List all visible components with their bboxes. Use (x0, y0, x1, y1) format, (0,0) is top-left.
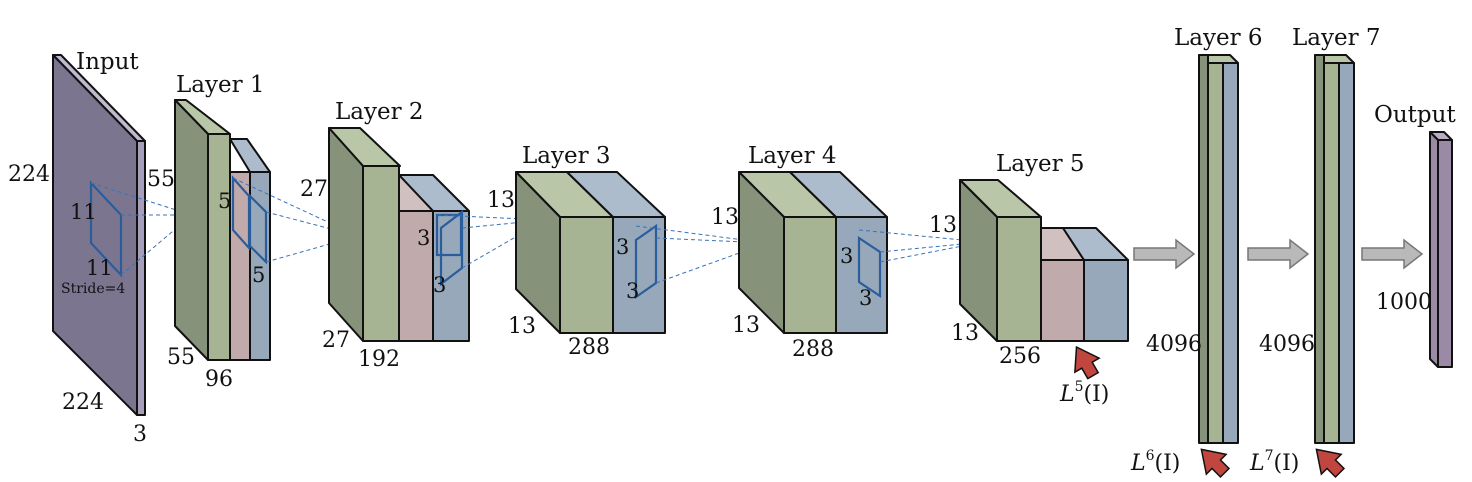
layer7-volume (1314, 54, 1355, 444)
layer7-units-label: 4096 (1259, 332, 1315, 357)
layer6-green-side (1198, 54, 1209, 444)
layer5-feature-arrow-icon (1074, 345, 1101, 380)
layer7-green-side (1314, 54, 1325, 444)
layer7-title: Layer 7 (1292, 25, 1381, 51)
layer2-height-label: 27 (300, 177, 328, 202)
layer1-title: Layer 1 (176, 72, 265, 98)
layer1-blue-top (229, 138, 271, 173)
flow-arrow-icon (1361, 238, 1424, 270)
projection-line (635, 225, 768, 244)
layer6-blue-front (1222, 62, 1239, 444)
layer4-kernel-width: 3 (859, 286, 872, 310)
flow-arrow-icon (1133, 238, 1196, 270)
layer7-feature-arrow-icon (1315, 448, 1346, 479)
layer4-green-front (783, 216, 837, 334)
layer3-kernel-height: 3 (616, 235, 629, 259)
layer1-green-front (207, 133, 231, 361)
layer6-feature-arrow-icon (1200, 448, 1231, 479)
layer3-width-label: 13 (508, 314, 536, 339)
layer5-feature-label: L5(I) (1059, 379, 1109, 407)
layer6-volume (1198, 54, 1239, 444)
input-kernel-height: 11 (70, 200, 97, 224)
layer7-feature-label: L7(I) (1249, 448, 1299, 476)
layer3-volume (515, 171, 666, 334)
layer1-depth-label: 96 (205, 367, 233, 392)
layer4-width-label: 13 (732, 313, 760, 338)
layer2-volume (328, 127, 470, 342)
layer4-blue-front (835, 216, 888, 334)
output-side (1429, 131, 1439, 368)
layer6-units-label: 4096 (1146, 332, 1202, 357)
layer2-kernel-width: 3 (433, 273, 446, 297)
layer1-volume (174, 99, 271, 361)
layer6-feature-label: L6(I) (1130, 448, 1180, 476)
layer5-blue-front (1083, 259, 1129, 342)
layer5-volume (959, 179, 1129, 342)
layer4-volume (738, 171, 888, 334)
layer1-height-label: 55 (147, 167, 175, 192)
layer1-kernel-height: 5 (218, 189, 231, 213)
layer6-green-front (1207, 62, 1224, 444)
layer4-title: Layer 4 (748, 143, 837, 169)
input-depth-label: 3 (133, 422, 147, 447)
layer4-depth-label: 288 (792, 337, 834, 362)
input-kernel-width: 11 (86, 256, 113, 280)
layer5-depth-label: 256 (999, 344, 1041, 369)
layer5-title: Layer 5 (996, 151, 1085, 177)
input-width-label: 224 (62, 390, 104, 415)
output-title: Output (1374, 102, 1456, 128)
layer3-height-label: 13 (487, 188, 515, 213)
layer2-kernel-height: 3 (417, 226, 430, 250)
layer2-green-side (328, 127, 364, 342)
input-stride-label: Stride=4 (61, 281, 125, 297)
layer3-depth-label: 288 (568, 335, 610, 360)
layer7-green-front (1323, 62, 1340, 444)
input-side-face (136, 140, 146, 416)
layer5-width-label: 13 (951, 321, 979, 346)
layer1-kernel-width: 5 (252, 263, 265, 287)
layer3-kernel-width: 3 (626, 279, 639, 303)
layer5-pink-front (1040, 259, 1085, 342)
layer5-green-front (996, 216, 1042, 342)
output-units-label: 1000 (1376, 290, 1432, 315)
layer1-green-side (174, 99, 209, 361)
layer1-width-label: 55 (167, 345, 195, 370)
input-volume (52, 54, 146, 416)
layer4-height-label: 13 (711, 205, 739, 230)
input-title: Input (76, 49, 139, 75)
layer4-kernel-height: 3 (840, 244, 853, 268)
layer2-title: Layer 2 (335, 99, 424, 125)
input-front-face (52, 54, 138, 416)
layer3-title: Layer 3 (522, 143, 611, 169)
output-volume (1429, 131, 1453, 368)
layer5-height-label: 13 (929, 213, 957, 238)
layer2-width-label: 27 (322, 328, 350, 353)
layer1-kernel-window (231, 175, 251, 251)
input-height-label: 224 (8, 162, 50, 187)
layer2-depth-label: 192 (358, 347, 400, 372)
layer2-green-front (362, 165, 400, 342)
layer4-kernel-window (857, 235, 882, 299)
layer6-title: Layer 6 (1174, 25, 1263, 51)
layer7-blue-front (1338, 62, 1355, 444)
output-front (1437, 139, 1453, 368)
flow-arrow-icon (1247, 238, 1310, 270)
layer2-pink-front (398, 210, 434, 342)
projection-line (90, 182, 193, 216)
layer3-green-front (559, 216, 614, 334)
